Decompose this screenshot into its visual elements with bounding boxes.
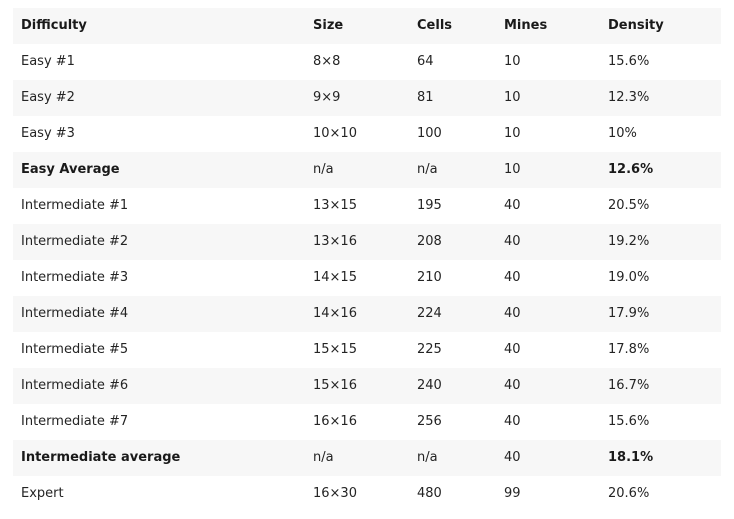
cell-mines: 40	[496, 440, 600, 476]
cell-difficulty: Easy #3	[13, 116, 305, 152]
table-row: Intermediate #3 14×15 210 40 19.0%	[13, 260, 721, 296]
cell-difficulty: Intermediate #2	[13, 224, 305, 260]
table-row: Expert 16×30 480 99 20.6%	[13, 476, 721, 512]
cell-mines: 40	[496, 404, 600, 440]
cell-mines: 40	[496, 368, 600, 404]
table-row: Intermediate #6 15×16 240 40 16.7%	[13, 368, 721, 404]
cell-difficulty: Easy Average	[13, 152, 305, 188]
cell-mines: 10	[496, 80, 600, 116]
cell-size: 16×16	[305, 404, 409, 440]
header-density: Density	[600, 8, 721, 44]
cell-mines: 10	[496, 116, 600, 152]
cell-size: 8×8	[305, 44, 409, 80]
cell-size: 9×9	[305, 80, 409, 116]
cell-difficulty: Intermediate #7	[13, 404, 305, 440]
cell-density: 19.2%	[600, 224, 721, 260]
cell-cells: 480	[409, 476, 496, 512]
cell-cells: 100	[409, 116, 496, 152]
cell-density: 12.3%	[600, 80, 721, 116]
difficulty-table: Difficulty Size Cells Mines Density Easy…	[13, 8, 721, 512]
cell-size: 16×30	[305, 476, 409, 512]
cell-mines: 10	[496, 44, 600, 80]
cell-cells: 64	[409, 44, 496, 80]
cell-mines: 99	[496, 476, 600, 512]
cell-mines: 40	[496, 224, 600, 260]
difficulty-table-container: Difficulty Size Cells Mines Density Easy…	[13, 8, 721, 512]
cell-size: 10×10	[305, 116, 409, 152]
cell-size: n/a	[305, 440, 409, 476]
cell-cells: n/a	[409, 152, 496, 188]
table-row: Intermediate #2 13×16 208 40 19.2%	[13, 224, 721, 260]
header-size: Size	[305, 8, 409, 44]
cell-mines: 40	[496, 332, 600, 368]
cell-difficulty: Intermediate #3	[13, 260, 305, 296]
cell-mines: 40	[496, 260, 600, 296]
cell-density: 10%	[600, 116, 721, 152]
cell-density: 15.6%	[600, 404, 721, 440]
cell-density: 12.6%	[600, 152, 721, 188]
cell-difficulty: Easy #2	[13, 80, 305, 116]
cell-cells: 224	[409, 296, 496, 332]
cell-size: 15×15	[305, 332, 409, 368]
table-header-row: Difficulty Size Cells Mines Density	[13, 8, 721, 44]
table-row-average: Intermediate average n/a n/a 40 18.1%	[13, 440, 721, 476]
cell-size: n/a	[305, 152, 409, 188]
cell-size: 13×15	[305, 188, 409, 224]
table-body: Easy #1 8×8 64 10 15.6% Easy #2 9×9 81 10 12.3% Ea…	[13, 44, 721, 512]
cell-density: 17.8%	[600, 332, 721, 368]
table-row: Easy #3 10×10 100 10 10%	[13, 116, 721, 152]
cell-size: 13×16	[305, 224, 409, 260]
cell-mines: 10	[496, 152, 600, 188]
table-row: Intermediate #5 15×15 225 40 17.8%	[13, 332, 721, 368]
header-cells: Cells	[409, 8, 496, 44]
cell-mines: 40	[496, 296, 600, 332]
cell-difficulty: Intermediate #1	[13, 188, 305, 224]
cell-density: 20.6%	[600, 476, 721, 512]
cell-difficulty: Intermediate #4	[13, 296, 305, 332]
cell-cells: 240	[409, 368, 496, 404]
header-mines: Mines	[496, 8, 600, 44]
cell-cells: 210	[409, 260, 496, 296]
cell-cells: 225	[409, 332, 496, 368]
cell-cells: 256	[409, 404, 496, 440]
cell-density: 20.5%	[600, 188, 721, 224]
cell-difficulty: Expert	[13, 476, 305, 512]
table-row: Easy #2 9×9 81 10 12.3%	[13, 80, 721, 116]
cell-cells: 208	[409, 224, 496, 260]
cell-size: 14×16	[305, 296, 409, 332]
cell-density: 15.6%	[600, 44, 721, 80]
cell-difficulty: Intermediate #5	[13, 332, 305, 368]
cell-difficulty: Intermediate #6	[13, 368, 305, 404]
cell-size: 14×15	[305, 260, 409, 296]
cell-size: 15×16	[305, 368, 409, 404]
cell-difficulty: Intermediate average	[13, 440, 305, 476]
table-row: Intermediate #7 16×16 256 40 15.6%	[13, 404, 721, 440]
cell-density: 16.7%	[600, 368, 721, 404]
cell-density: 17.9%	[600, 296, 721, 332]
cell-cells: 81	[409, 80, 496, 116]
cell-mines: 40	[496, 188, 600, 224]
cell-density: 19.0%	[600, 260, 721, 296]
table-row: Intermediate #1 13×15 195 40 20.5%	[13, 188, 721, 224]
header-difficulty: Difficulty	[13, 8, 305, 44]
table-row: Easy #1 8×8 64 10 15.6%	[13, 44, 721, 80]
cell-cells: n/a	[409, 440, 496, 476]
cell-density: 18.1%	[600, 440, 721, 476]
table-row-average: Easy Average n/a n/a 10 12.6%	[13, 152, 721, 188]
cell-cells: 195	[409, 188, 496, 224]
table-row: Intermediate #4 14×16 224 40 17.9%	[13, 296, 721, 332]
cell-difficulty: Easy #1	[13, 44, 305, 80]
